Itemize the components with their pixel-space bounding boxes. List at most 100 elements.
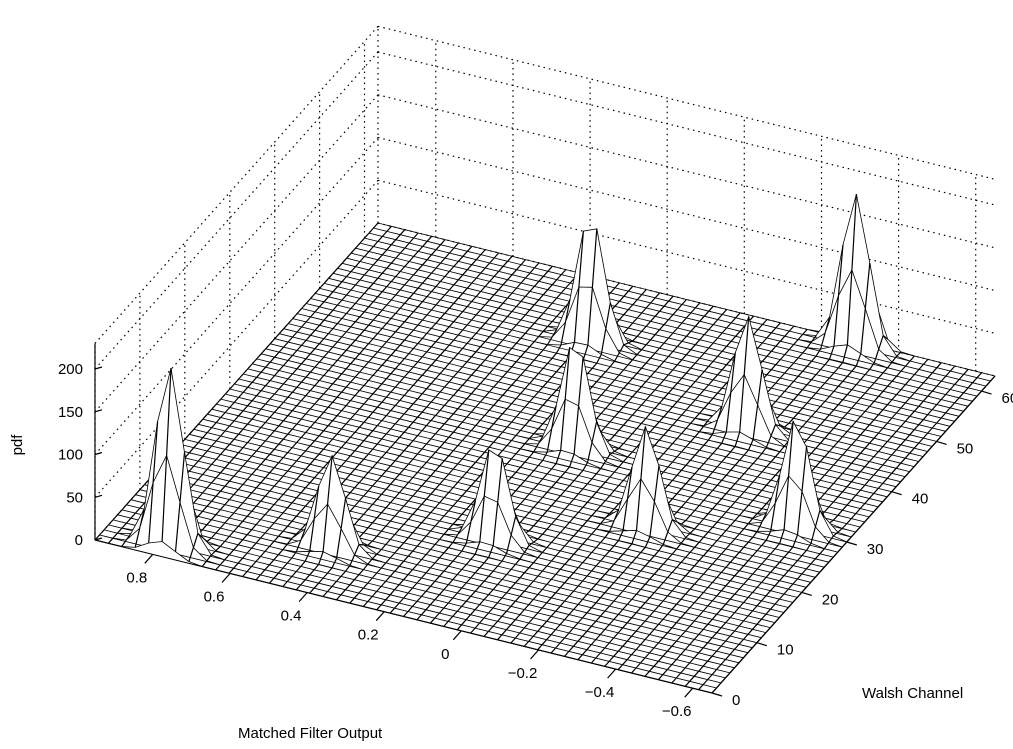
surface-cross-line [372, 296, 379, 303]
surface-cross-line [743, 523, 749, 530]
surface-cross-line [421, 480, 427, 487]
surface-cross-line [247, 381, 253, 388]
surface-cross-line [667, 351, 674, 357]
surface-cross-line [363, 490, 369, 497]
surface-cross-line [685, 478, 691, 485]
surface-cross-line [613, 558, 619, 565]
surface-cross-line [662, 595, 669, 602]
surface-cross-line [756, 508, 763, 514]
surface-cross-line [439, 552, 445, 559]
surface-cross-line [403, 518, 409, 525]
surface-cross-line [363, 416, 369, 423]
surface-cross-line [385, 575, 391, 582]
surface-cross-line [434, 594, 440, 601]
surface-cross-line [278, 383, 284, 390]
surface-cross-line [488, 625, 494, 632]
surface-cross-line [336, 465, 342, 472]
surface-cross-line [305, 371, 311, 378]
surface-cross-line [873, 395, 880, 402]
surface-cross-line [627, 451, 633, 458]
surface-cross-line [519, 572, 525, 579]
surface-cross-line [775, 396, 781, 402]
surface-cross-line [516, 264, 522, 271]
surface-cross-line [551, 405, 557, 429]
surface-cross-line [238, 447, 244, 454]
surface-cross-line [215, 453, 222, 460]
surface-cross-line [649, 371, 656, 378]
z-grid-line [94, 94, 379, 413]
surface-cross-line [520, 406, 526, 413]
surface-cross-line [233, 433, 240, 440]
surface-cross-line [492, 565, 499, 572]
surface-cross-line [720, 640, 727, 647]
surface-cross-line [685, 570, 691, 577]
surface-cross-line [295, 540, 302, 553]
surface-cross-line [465, 614, 472, 621]
surface-cross-line [421, 498, 427, 505]
surface-cross-line [251, 358, 258, 365]
surface-cross-line [945, 370, 951, 377]
surface-cross-line [519, 609, 525, 615]
surface-cross-line [210, 514, 217, 521]
surface-cross-line [358, 421, 365, 428]
surface-cross-line [708, 342, 714, 349]
surface-cross-line [479, 396, 486, 403]
surface-cross-line [613, 503, 620, 510]
surface-cross-line [448, 284, 455, 291]
surface-cross-line [515, 448, 521, 455]
surface-cross-line [725, 635, 731, 642]
surface-cross-line [278, 401, 284, 408]
surface-cross-line [676, 433, 683, 439]
surface-cross-line [354, 279, 361, 286]
surface-cross-line [711, 613, 718, 620]
surface-cross-line [322, 591, 328, 597]
surface-cross-line [600, 371, 607, 378]
surface-cross-line [269, 448, 275, 455]
surface-cross-line [699, 425, 705, 432]
surface-cross-line [730, 501, 736, 508]
surface-cross-line [489, 331, 495, 338]
surface-cross-line [707, 545, 713, 552]
surface-cross-line [421, 517, 427, 524]
surface-cross-line [260, 458, 266, 465]
surface-cross-line [475, 364, 481, 371]
surface-cross-line [622, 640, 628, 647]
surface-cross-line [340, 570, 346, 577]
surface-cross-line [667, 424, 674, 431]
surface-cross-line [699, 315, 705, 322]
surface-cross-line [712, 419, 718, 434]
surface-cross-line [824, 506, 830, 513]
surface-cross-line [747, 592, 754, 598]
surface-cross-line [828, 535, 834, 543]
surface-cross-line [358, 587, 364, 594]
surface-cross-line [551, 518, 557, 525]
surface-cross-line [367, 577, 373, 584]
surface-cross-line [470, 461, 477, 468]
surface-cross-line [560, 399, 566, 451]
surface-cross-line [842, 375, 848, 382]
surface-cross-line [693, 652, 700, 659]
surface-cross-line [945, 389, 951, 395]
surface-cross-line [699, 352, 705, 359]
surface-cross-line [237, 539, 244, 546]
surface-cross-line [882, 404, 888, 411]
surface-cross-line [435, 391, 441, 398]
surface-cross-line [582, 575, 588, 582]
surface-cross-line [524, 309, 531, 316]
surface-cross-line [362, 601, 369, 607]
surface-cross-line [524, 419, 530, 426]
surface-cross-line [385, 391, 392, 398]
surface-cross-line [796, 491, 803, 535]
surface-cross-line [501, 610, 507, 617]
surface-cross-line [475, 438, 481, 445]
surface-cross-line [260, 514, 266, 521]
surface-cross-line [582, 612, 588, 619]
surface-cross-line [422, 296, 428, 303]
surface-cross-line [677, 304, 683, 310]
surface-cross-line [430, 580, 436, 587]
surface-cross-line [618, 295, 625, 302]
surface-cross-line [859, 466, 866, 473]
surface-cross-line [363, 435, 369, 442]
surface-cross-line [711, 650, 718, 657]
surface-cross-line [644, 652, 650, 659]
